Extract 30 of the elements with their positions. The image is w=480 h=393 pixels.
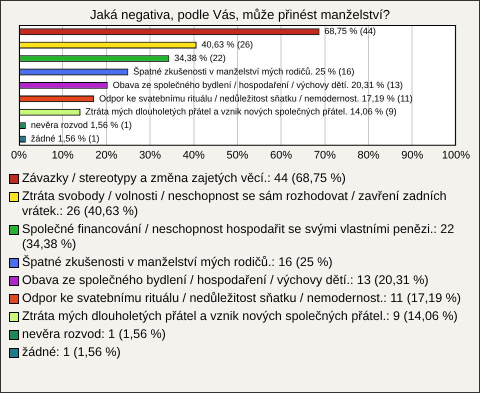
data-label: žádné 1,56 % (1) bbox=[30, 134, 100, 144]
data-label: Odpor ke svatebnímu rituálu / nedůležitost sňatku / nemodernost. 17,19 % (11) bbox=[99, 93, 413, 104]
x-tick-label: 30% bbox=[139, 149, 162, 162]
data-label: nevěra rozvod 1,56 % (1) bbox=[30, 120, 132, 130]
x-tick-label: 50% bbox=[226, 149, 249, 162]
text: Závazky / stereotypy a změna zajetých věcí.: 44 (68,75 %) bbox=[22, 171, 346, 186]
x-tick-label: 10% bbox=[52, 149, 74, 162]
text: Ztráta mých dlouholetých přátel a vznik nových společných přátel.: 9 (14,06 %) bbox=[22, 309, 458, 324]
x-tick-label: 60% bbox=[270, 149, 292, 162]
text: Ztráta svobody / volnosti / neschopnost se sám rozhodovat / zavření zadních vrátek.: 26 (40,63 %) bbox=[22, 189, 448, 219]
text: Odpor ke svatebnímu rituálu / nedůležitost sňatku / nemodernost.: 11 (17,19 %) bbox=[22, 291, 461, 306]
data-label: 34,38 % (22) bbox=[174, 53, 226, 64]
data-label: Ztráta mých dlouholetých přátel a vznik nových společných přátel. 14,06 % (9) bbox=[85, 106, 397, 117]
x-tick-label: 90% bbox=[401, 149, 424, 162]
text: Společné financování / neschopnost hospodařit se svými vlastními penězi.: 22 (34,38 %) bbox=[22, 222, 456, 252]
text: žádné: 1 (1,56 %) bbox=[22, 345, 121, 360]
x-tick-label: 0% bbox=[11, 149, 28, 162]
x-tick-label: 70% bbox=[314, 149, 336, 162]
text: nevěra rozvod: 1 (1,56 %) bbox=[22, 327, 166, 342]
data-label: Obava ze společného bydlení / hospodaření / výchovy dětí. 20,31 % (13) bbox=[112, 80, 403, 90]
x-tick-label: 80% bbox=[358, 149, 380, 162]
data-label: 68,75 % (44) bbox=[324, 26, 376, 36]
x-tick-label: 20% bbox=[95, 149, 118, 162]
text: Špatné zkušenosti v manželství mých rodičů.: 16 (25 %) bbox=[22, 255, 333, 270]
text: Obava ze společného bydlení / hospodaření / výchovy dětí.: 13 (20,31 %) bbox=[22, 273, 429, 288]
chart-title: Jaká negativa, podle Vás, může přinést manželství? bbox=[89, 7, 391, 24]
data-label: Špatné zkušenosti v manželství mých rodičů. 25 % (16) bbox=[133, 66, 354, 76]
x-tick-label: 40% bbox=[182, 149, 205, 162]
x-tick-label: 100% bbox=[442, 149, 470, 162]
data-label: 40,63 % (26) bbox=[202, 40, 254, 50]
